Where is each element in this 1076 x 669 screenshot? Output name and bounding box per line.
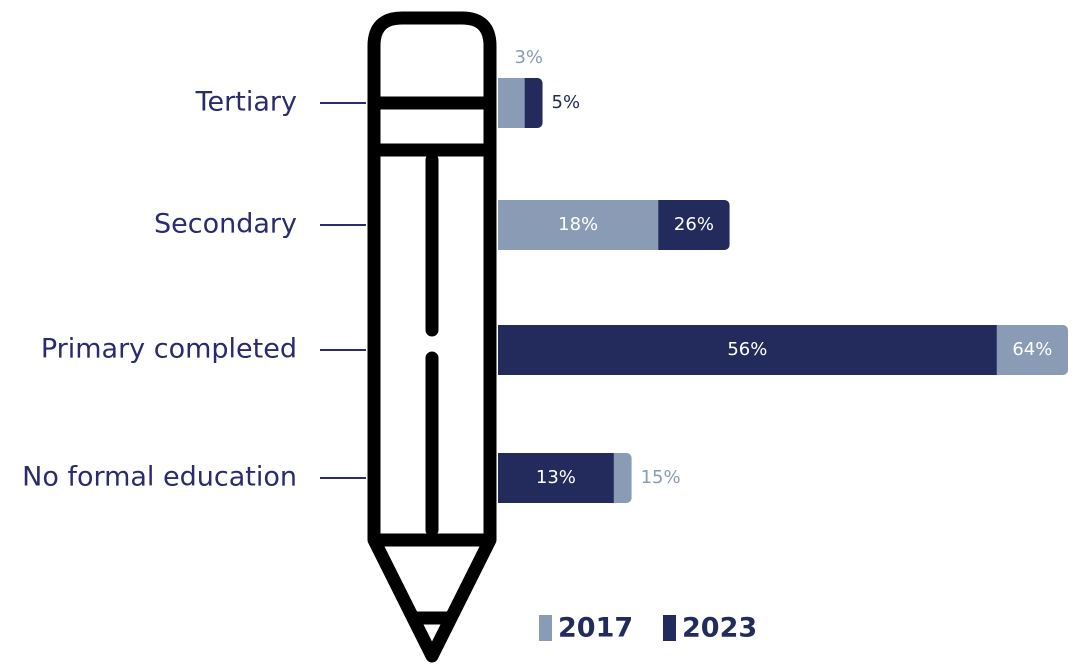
value-label: 3% xyxy=(514,47,543,68)
legend-label: 2017 xyxy=(558,613,633,644)
category-label: Primary completed xyxy=(41,334,297,365)
value-label: 56% xyxy=(727,339,767,360)
legend-label: 2023 xyxy=(682,613,757,644)
value-label: 5% xyxy=(552,92,581,113)
legend-swatch xyxy=(539,615,552,641)
bar xyxy=(498,78,525,128)
value-label: 18% xyxy=(558,214,598,235)
value-label: 26% xyxy=(674,214,714,235)
category-label: Tertiary xyxy=(195,87,297,118)
category-label: No formal education xyxy=(22,462,297,493)
category-label: Secondary xyxy=(154,209,297,240)
value-label: 15% xyxy=(641,467,681,488)
bar xyxy=(498,453,614,503)
bar xyxy=(498,325,997,375)
bar xyxy=(498,200,659,250)
pencil-icon xyxy=(367,11,497,663)
legend-swatch xyxy=(663,615,676,641)
value-label: 13% xyxy=(536,467,576,488)
value-label: 64% xyxy=(1012,339,1052,360)
